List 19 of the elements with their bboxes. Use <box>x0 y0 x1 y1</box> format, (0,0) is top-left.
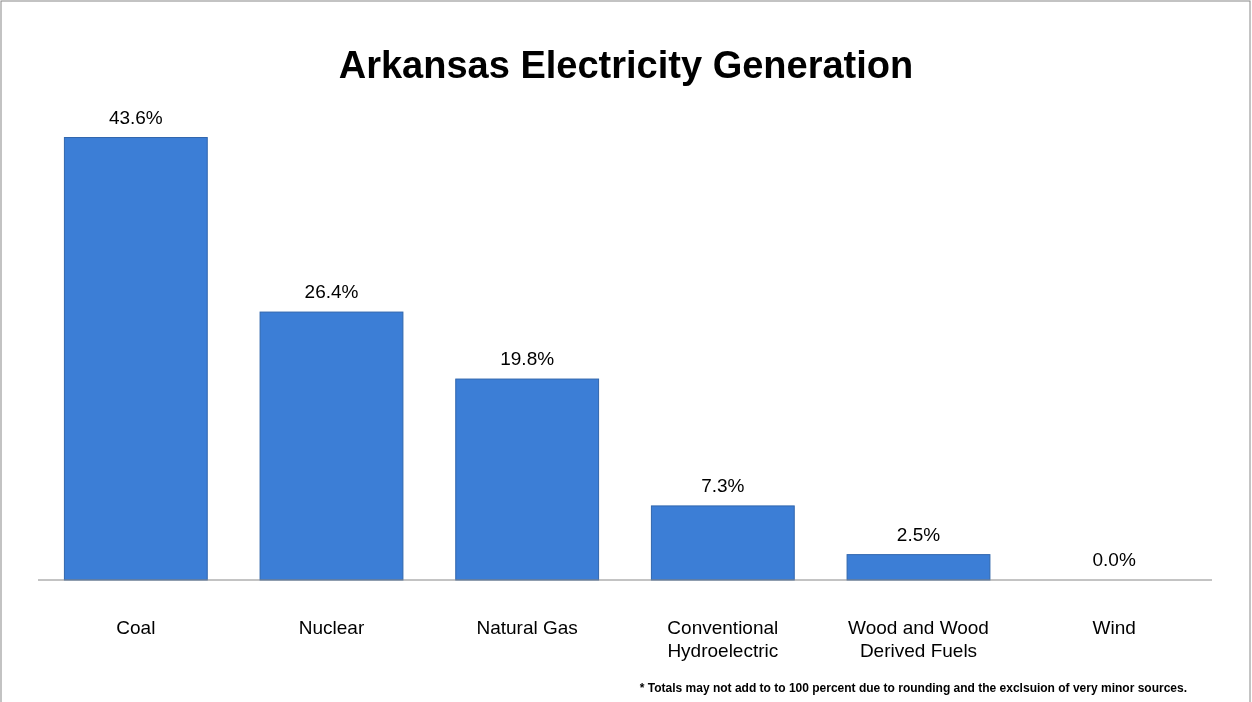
x-tick-label: Nuclear <box>298 617 365 638</box>
bar <box>650 505 795 581</box>
bar <box>259 311 404 581</box>
data-label: 43.6% <box>108 106 163 128</box>
bar <box>63 137 208 581</box>
data-label: 19.8% <box>500 348 555 370</box>
x-tick-label: Conventional Hydroelectric <box>667 617 779 661</box>
bar <box>846 554 991 581</box>
data-label: 26.4% <box>304 281 359 303</box>
data-label: 0.0% <box>1092 549 1136 570</box>
text: * Totals may not add to to 100 percent due to rounding and the exclsuion of very minor sources. <box>639 681 1187 695</box>
data-label: 2.5% <box>896 523 941 545</box>
x-tick-label: Wood and Wood Derived Fuels <box>848 617 989 661</box>
bar <box>455 378 600 581</box>
x-tick-label: Coal <box>116 617 156 638</box>
x-tick-label: Wind <box>1092 617 1136 638</box>
data-label: 7.3% <box>701 474 745 496</box>
x-tick-label: Natural Gas <box>476 617 578 638</box>
chart-title: Arkansas Electricity Generation <box>338 44 914 86</box>
